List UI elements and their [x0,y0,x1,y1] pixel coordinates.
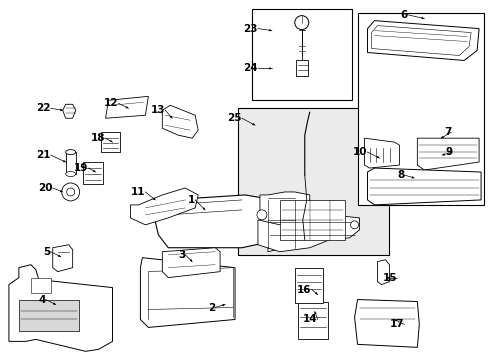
Text: 5: 5 [43,247,51,257]
Text: 4: 4 [39,294,46,305]
Polygon shape [258,215,359,252]
Ellipse shape [65,171,76,176]
Text: 7: 7 [443,127,450,137]
Text: 14: 14 [303,314,317,324]
Polygon shape [367,21,478,60]
Bar [65,152,76,174]
Bar [294,268,322,302]
Bar [31,278,51,293]
Text: 11: 11 [131,187,145,197]
Text: 20: 20 [38,183,53,193]
Circle shape [256,210,266,220]
Polygon shape [9,265,112,351]
Bar [251,9,351,100]
Bar [238,108,388,255]
Text: 2: 2 [207,302,215,312]
Polygon shape [162,248,220,278]
Text: 23: 23 [243,24,258,33]
Bar [297,302,327,339]
Text: 10: 10 [352,147,367,157]
Text: 13: 13 [150,105,165,115]
Circle shape [66,188,75,196]
Text: 22: 22 [36,103,51,113]
Text: 6: 6 [399,10,407,20]
Polygon shape [371,26,470,55]
Text: 24: 24 [243,63,258,73]
Text: 12: 12 [104,98,118,108]
Polygon shape [354,300,419,347]
Circle shape [61,183,80,201]
Bar [19,300,79,332]
Text: 3: 3 [178,250,185,260]
Polygon shape [367,168,480,205]
Bar [101,132,120,152]
Polygon shape [62,104,76,118]
Bar [82,162,102,184]
Polygon shape [150,195,309,248]
Text: 1: 1 [187,195,195,205]
Polygon shape [260,192,309,252]
Polygon shape [105,96,148,118]
Polygon shape [140,258,235,328]
Text: 8: 8 [396,170,404,180]
Text: 16: 16 [297,284,311,294]
Text: 19: 19 [74,163,88,173]
Bar [295,60,307,76]
Circle shape [350,221,358,229]
Text: 15: 15 [382,273,397,283]
Bar [357,13,483,205]
Polygon shape [416,138,478,170]
Text: 25: 25 [227,113,242,123]
Polygon shape [53,245,73,272]
Polygon shape [162,105,198,138]
Text: 9: 9 [444,147,451,157]
Bar [279,200,344,240]
Text: 18: 18 [91,133,105,143]
Text: 17: 17 [389,319,404,329]
Circle shape [294,15,308,30]
Polygon shape [364,138,399,168]
Polygon shape [130,188,198,225]
Ellipse shape [65,150,76,154]
Polygon shape [377,260,388,285]
Text: 21: 21 [36,150,51,160]
